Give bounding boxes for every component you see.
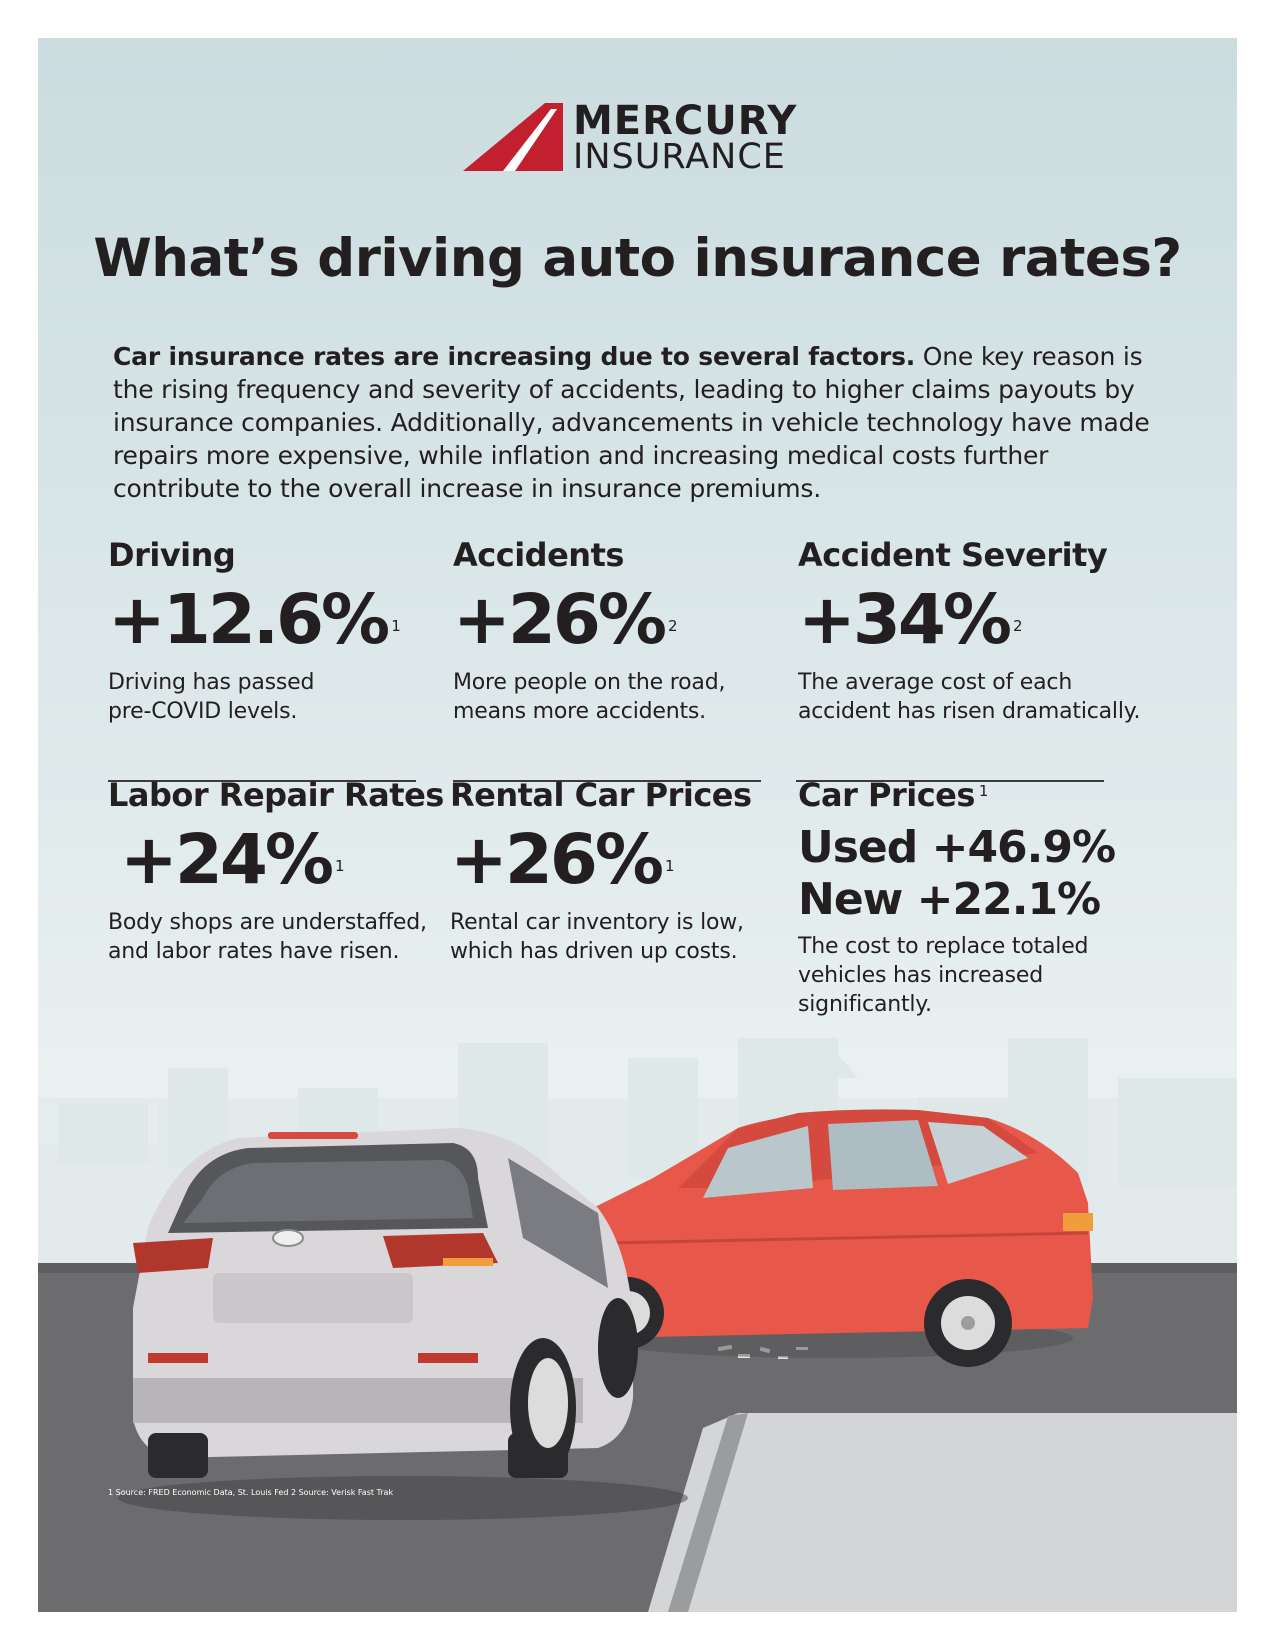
divider xyxy=(796,780,1104,782)
stat-description: Driving has passed pre-COVID levels. xyxy=(108,670,315,724)
stat-labor-repair-rates: Labor Repair Rates +24% 1 Body shops are … xyxy=(108,776,444,966)
divider xyxy=(108,780,416,782)
stat-accidents: Accidents +26% 2 More people on the road,… xyxy=(453,536,725,726)
stat-accident-severity: Accident Severity +34% 2 The average cost… xyxy=(798,536,1140,726)
stat-label: Car Prices 1 xyxy=(798,776,989,814)
source-footnote: 1 Source: FRED Economic Data, St. Louis … xyxy=(108,1488,394,1497)
stat-label: Accidents xyxy=(453,536,624,574)
stat-label: Driving xyxy=(108,536,236,574)
stat-description: Rental car inventory is low, which has d… xyxy=(450,910,744,964)
stat-description: Body shops are understaffed, and labor r… xyxy=(108,910,427,964)
footnote-ref: 1 xyxy=(664,857,675,875)
stat-label: Rental Car Prices xyxy=(450,776,752,814)
footnote-ref: 2 xyxy=(1012,617,1023,635)
white-suv xyxy=(118,1128,688,1520)
red-car xyxy=(583,1109,1093,1367)
stat-description: More people on the road, means more acci… xyxy=(453,670,726,724)
mercury-wing-icon xyxy=(463,103,563,171)
stat-car-prices: Car Prices 1 Used +46.9% New +22.1% The c… xyxy=(798,776,1116,1019)
page-title: What’s driving auto insurance rates? xyxy=(93,228,1182,289)
intro-paragraph: Car insurance rates are increasing due t… xyxy=(113,340,1173,505)
divider xyxy=(453,780,761,782)
footnote-ref: 2 xyxy=(667,617,678,635)
new-car-price-change: New +22.1% xyxy=(798,874,1101,925)
stat-description: The cost to replace totaled vehicles has… xyxy=(798,934,1089,1017)
stat-description: The average cost of each accident has ri… xyxy=(798,670,1141,724)
stat-rental-car-prices: Rental Car Prices +26% 1 Rental car inven… xyxy=(450,776,752,966)
intro-body: One key reason is the rising frequency a… xyxy=(113,342,1150,503)
stat-label: Accident Severity xyxy=(798,536,1108,574)
brand-subtitle: INSURANCE xyxy=(573,137,786,177)
stat-value: +26% 2 xyxy=(453,580,678,660)
footnote-ref: 1 xyxy=(391,617,401,635)
stat-label: Labor Repair Rates xyxy=(108,776,444,814)
stat-value: +24% 1 xyxy=(120,820,345,900)
footnote-ref: 1 xyxy=(978,782,989,800)
used-car-price-change: Used +46.9% xyxy=(798,822,1116,873)
stat-value: +12.6% 1 xyxy=(108,580,401,660)
infographic-poster: MERCURY INSURANCE What’s driving auto in… xyxy=(38,38,1237,1612)
footnote-ref: 1 xyxy=(334,857,345,875)
stat-driving: Driving +12.6% 1 Driving has passed pre-C… xyxy=(108,536,401,726)
mercury-insurance-logo: MERCURY INSURANCE xyxy=(463,98,823,183)
brand-name: MERCURY xyxy=(573,98,798,144)
stat-value: +34% 2 xyxy=(798,580,1023,660)
sidewalk xyxy=(648,1413,1237,1612)
stat-value: +26% 1 xyxy=(450,820,675,900)
car-accident-illustration xyxy=(38,1038,1237,1612)
intro-lead: Car insurance rates are increasing due t… xyxy=(113,342,916,371)
